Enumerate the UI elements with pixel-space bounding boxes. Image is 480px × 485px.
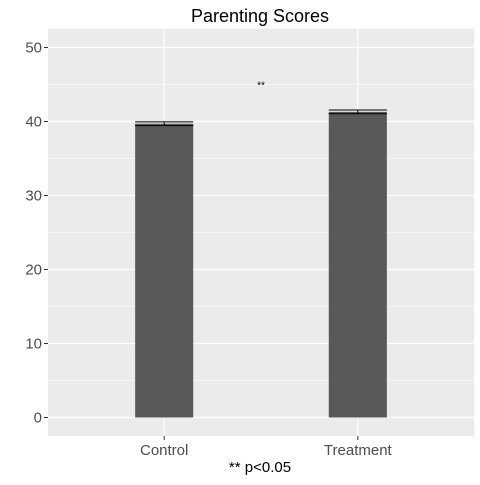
error-bar xyxy=(135,121,194,127)
bar-treatment xyxy=(328,111,387,418)
y-tick-label: 20 xyxy=(25,262,42,279)
x-tick-label: Control xyxy=(140,442,188,459)
y-tick-label: 50 xyxy=(25,40,42,57)
bar-control xyxy=(135,123,194,418)
x-tick-label: Treatment xyxy=(324,442,393,459)
chart-title: Parenting Scores xyxy=(191,6,329,26)
y-tick-label: 40 xyxy=(25,114,42,131)
error-bars xyxy=(135,109,387,127)
y-axis-ticks: 0 10 20 30 40 50 xyxy=(25,40,48,427)
bars xyxy=(135,111,387,418)
y-tick-label: 10 xyxy=(25,336,42,353)
x-axis-label: ** p<0.05 xyxy=(229,459,291,476)
significance-annotation: ** xyxy=(257,81,265,92)
y-tick-label: 30 xyxy=(25,188,42,205)
annotations: ** xyxy=(257,81,265,92)
error-bar xyxy=(328,109,387,115)
x-axis-ticks: Control Treatment xyxy=(140,436,393,459)
gridlines xyxy=(48,29,474,436)
y-tick-label: 0 xyxy=(34,410,42,427)
